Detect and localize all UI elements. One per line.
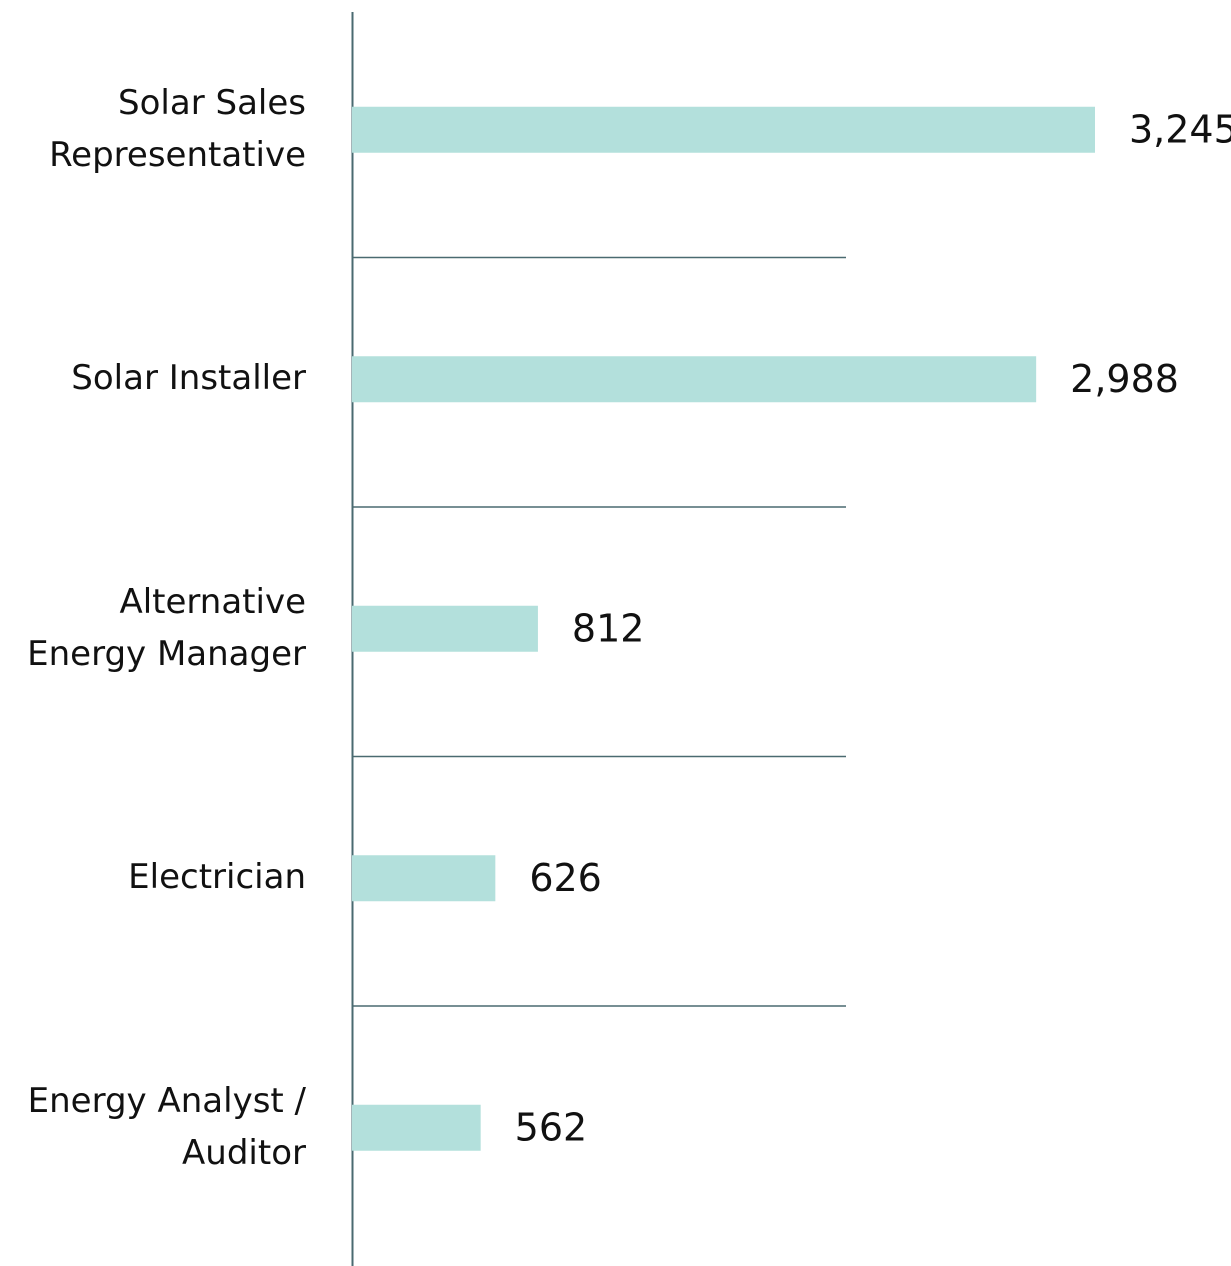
value-label: 812 — [572, 606, 645, 650]
value-label: 3,245 — [1129, 107, 1231, 151]
category-label: Solar Installer — [71, 358, 306, 399]
bar — [352, 106, 1095, 153]
bar — [352, 605, 538, 652]
value-label: 2,988 — [1070, 357, 1179, 401]
value-label: 562 — [515, 1105, 588, 1149]
value-label: 626 — [529, 856, 602, 900]
bar — [352, 356, 1037, 403]
category-label: Energy Analyst / Auditor — [27, 1080, 306, 1173]
bar — [352, 1104, 481, 1151]
category-label: Solar Sales Representative — [49, 82, 306, 175]
category-label: Electrician — [128, 857, 306, 898]
bar — [352, 855, 496, 902]
category-label: Alternative Energy Manager — [27, 581, 306, 674]
